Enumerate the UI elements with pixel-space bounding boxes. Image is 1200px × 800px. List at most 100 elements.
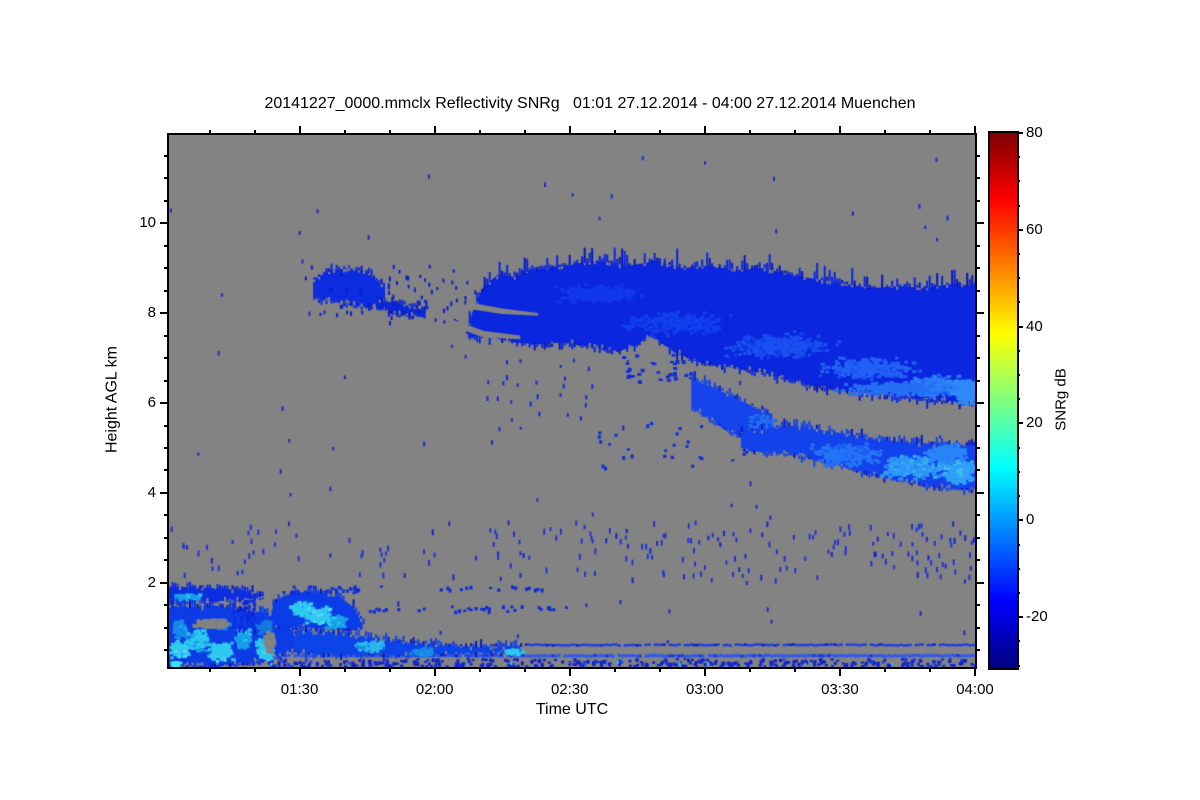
tick-mark (433, 667, 436, 676)
tick-mark (388, 667, 391, 672)
tick-mark (253, 130, 256, 135)
tick-mark (975, 379, 980, 382)
x-tick-label: 03:30 (821, 681, 859, 698)
tick-mark (793, 667, 796, 672)
colorbar-tick-label: 0 (1026, 511, 1035, 529)
tick-mark (975, 267, 980, 270)
tick-mark (838, 667, 841, 676)
tick-mark (298, 667, 301, 676)
tick-mark (748, 130, 751, 135)
tick-mark (1017, 277, 1020, 280)
tick-mark (164, 379, 169, 382)
tick-mark (1017, 640, 1020, 643)
tick-mark (164, 244, 169, 247)
tick-mark (1017, 374, 1020, 377)
tick-mark (568, 126, 571, 135)
tick-mark (164, 446, 169, 449)
tick-mark (164, 536, 169, 539)
tick-mark (975, 222, 984, 225)
tick-mark (974, 667, 976, 676)
tick-mark (568, 667, 571, 676)
tick-mark (160, 222, 169, 225)
tick-mark (478, 130, 481, 135)
tick-mark (164, 514, 169, 517)
tick-mark (164, 357, 169, 360)
tick-mark (1017, 325, 1023, 328)
tick-mark (160, 402, 169, 405)
tick-mark (343, 667, 346, 672)
tick-mark (975, 402, 984, 405)
tick-mark (658, 130, 661, 135)
tick-mark (613, 667, 616, 672)
tick-mark (208, 667, 211, 672)
tick-mark (164, 199, 169, 202)
tick-mark (975, 446, 980, 449)
tick-mark (523, 130, 526, 135)
tick-mark (1017, 228, 1023, 231)
tick-mark (343, 130, 346, 135)
tick-mark (975, 244, 980, 247)
tick-mark (1017, 204, 1020, 207)
tick-mark (1017, 543, 1020, 546)
tick-mark (1017, 349, 1020, 352)
tick-mark (975, 469, 980, 472)
tick-mark (975, 536, 980, 539)
tick-mark (164, 177, 169, 180)
tick-mark (975, 626, 980, 629)
tick-mark (1017, 180, 1020, 183)
tick-mark (975, 154, 980, 157)
tick-mark (160, 312, 169, 315)
tick-mark (1017, 156, 1020, 159)
tick-mark (975, 581, 984, 584)
colorbar-label: SNRg dB (1052, 368, 1070, 431)
tick-mark (1017, 446, 1020, 449)
tick-mark (298, 126, 301, 135)
tick-mark (164, 154, 169, 157)
tick-mark (975, 559, 980, 562)
tick-mark (975, 424, 980, 427)
tick-mark (478, 667, 481, 672)
tick-mark (658, 667, 661, 672)
colorbar-gradient-canvas (990, 133, 1017, 668)
tick-mark (703, 126, 706, 135)
y-tick-label: 2 (147, 573, 156, 591)
colorbar-tick-label: 80 (1026, 124, 1043, 141)
tick-mark (253, 667, 256, 672)
y-tick-label: 8 (147, 304, 156, 322)
colorbar-tick-label: 40 (1026, 317, 1043, 335)
tick-mark (975, 334, 980, 337)
tick-mark (1017, 519, 1023, 522)
x-tick-label: 01:30 (280, 681, 319, 698)
y-tick-label: 4 (147, 483, 156, 501)
tick-mark (975, 649, 980, 652)
tick-mark (748, 667, 751, 672)
colorbar-tick-label: -20 (1026, 608, 1048, 626)
tick-mark (164, 334, 169, 337)
tick-mark (793, 130, 796, 135)
tick-mark (838, 126, 841, 135)
colorbar (988, 131, 1019, 670)
tick-mark (1017, 398, 1020, 401)
x-tick-label: 02:30 (550, 681, 589, 698)
tick-mark (1017, 664, 1020, 667)
tick-mark (974, 126, 976, 135)
tick-mark (975, 604, 980, 607)
tick-mark (1017, 470, 1020, 473)
tick-mark (975, 289, 980, 292)
colorbar-tick-label: 20 (1026, 414, 1043, 432)
tick-mark (1017, 132, 1023, 134)
tick-mark (1017, 591, 1020, 594)
x-axis-label: Time UTC (535, 701, 609, 718)
tick-mark (928, 667, 931, 672)
tick-mark (975, 312, 984, 315)
y-tick-label: 6 (147, 394, 156, 412)
tick-mark (928, 130, 931, 135)
tick-mark (1017, 567, 1020, 570)
tick-mark (164, 649, 169, 652)
tick-mark (1017, 616, 1023, 619)
tick-mark (883, 667, 886, 672)
tick-mark (388, 130, 391, 135)
tick-mark (1017, 422, 1023, 425)
x-tick-label: 02:00 (415, 681, 454, 698)
